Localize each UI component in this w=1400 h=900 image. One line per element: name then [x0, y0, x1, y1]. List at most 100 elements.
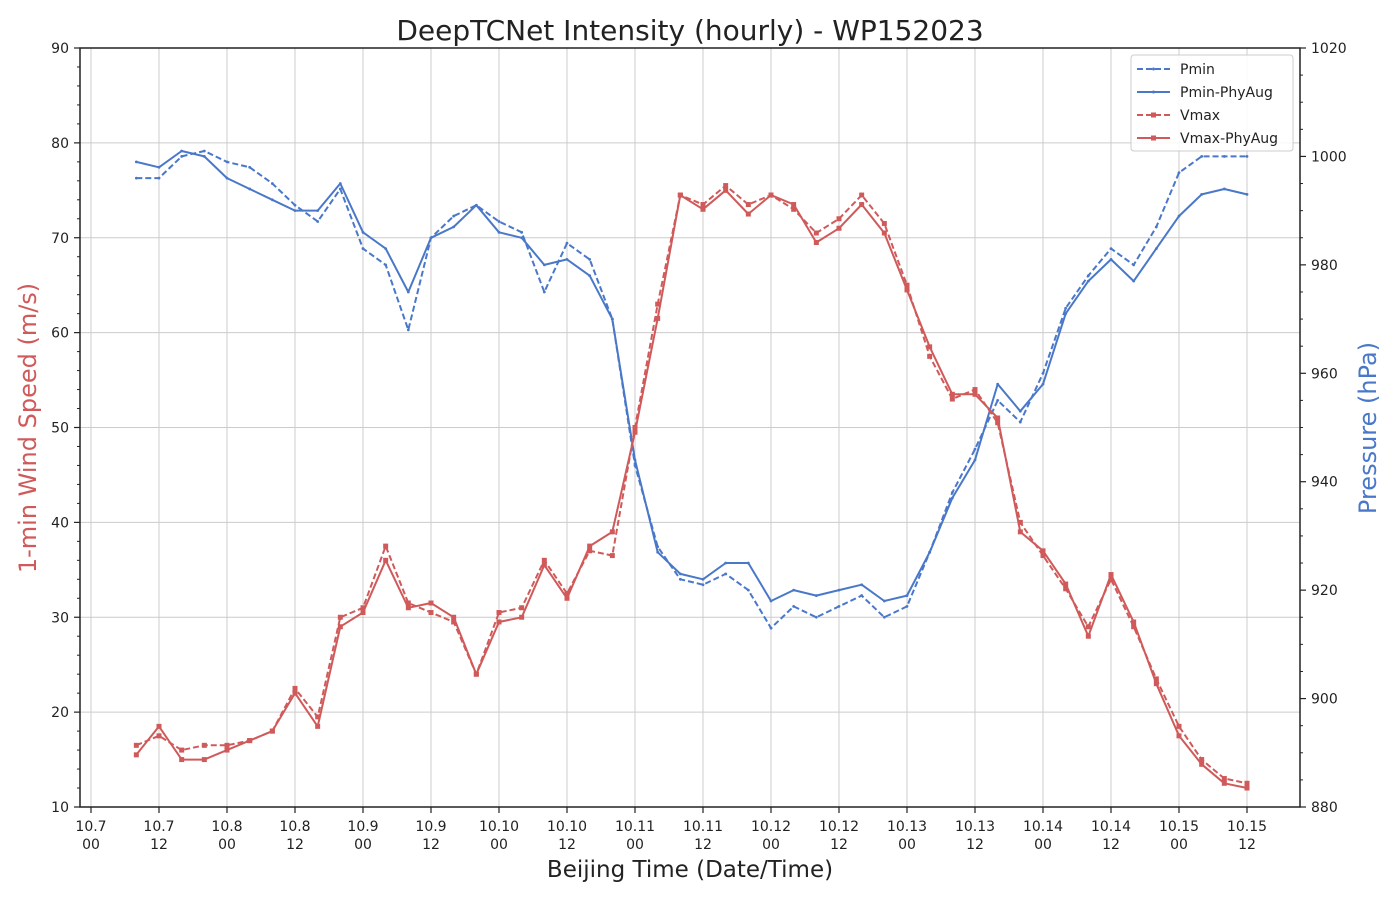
- data-point: [1086, 279, 1090, 283]
- data-point: [723, 187, 729, 193]
- legend-label: Vmax: [1180, 108, 1220, 124]
- x-tick-hour: 12: [150, 837, 168, 853]
- data-point: [677, 192, 683, 198]
- x-tick-hour: 12: [830, 837, 848, 853]
- x-tick-day: 10.7: [143, 819, 174, 835]
- series-vmax-phyaug: [133, 187, 1250, 791]
- data-point: [1131, 624, 1137, 630]
- data-point: [384, 263, 388, 267]
- data-point: [1244, 780, 1250, 786]
- data-point: [927, 353, 933, 359]
- data-point: [859, 192, 865, 198]
- data-point: [859, 202, 865, 208]
- data-point: [724, 572, 728, 576]
- data-point: [496, 619, 502, 625]
- data-point: [1176, 723, 1182, 729]
- data-point: [542, 290, 546, 294]
- data-point: [723, 183, 729, 189]
- data-point: [1085, 624, 1091, 630]
- data-point: [700, 206, 706, 212]
- data-point: [542, 263, 546, 267]
- data-point: [1041, 371, 1045, 375]
- data-point: [1176, 733, 1182, 739]
- data-point: [293, 203, 297, 207]
- data-point: [1222, 155, 1226, 158]
- left-tick-label: 90: [51, 41, 69, 57]
- x-tick-hour: 12: [966, 837, 984, 853]
- data-point: [541, 562, 547, 568]
- data-point: [361, 247, 365, 250]
- x-tick-day: 10.8: [211, 819, 242, 835]
- series-line: [136, 150, 1248, 602]
- data-point: [1221, 776, 1227, 782]
- data-point: [791, 202, 797, 208]
- right-axis-label: Pressure (hPa): [1354, 342, 1382, 514]
- data-point: [180, 155, 184, 158]
- series-vmax: [133, 183, 1250, 786]
- data-point: [1177, 214, 1181, 218]
- data-point: [225, 176, 229, 180]
- data-point: [156, 723, 162, 729]
- x-tick-hour: 00: [1034, 837, 1052, 853]
- data-point: [860, 594, 864, 597]
- data-point: [1108, 576, 1114, 582]
- series-line: [135, 184, 1248, 785]
- data-point: [179, 747, 185, 753]
- legend-entry: Vmax: [1137, 108, 1220, 124]
- data-point: [361, 230, 365, 234]
- x-tick-hour: 00: [218, 837, 236, 853]
- data-point: [881, 221, 887, 227]
- data-point: [904, 287, 910, 293]
- data-point: [452, 225, 456, 229]
- right-tick-label: 880: [1311, 800, 1338, 816]
- right-tick-label: 960: [1311, 366, 1338, 382]
- data-point: [588, 274, 592, 278]
- data-point: [519, 614, 525, 620]
- data-point: [996, 382, 1000, 386]
- data-point: [270, 198, 274, 202]
- x-tick-day: 10.13: [955, 819, 995, 835]
- left-tick-label: 30: [51, 610, 69, 626]
- data-point: [1040, 548, 1046, 554]
- data-point: [428, 600, 434, 606]
- data-point: [338, 182, 342, 185]
- left-tick-label: 10: [51, 800, 69, 816]
- data-point: [927, 344, 933, 350]
- data-point: [1108, 572, 1114, 578]
- data-point: [451, 619, 457, 625]
- x-tick-day: 10.8: [279, 819, 310, 835]
- data-point: [133, 752, 139, 758]
- data-point: [428, 610, 434, 616]
- data-point: [179, 757, 185, 763]
- data-point: [972, 387, 978, 393]
- legend-label: Pmin-PhyAug: [1180, 85, 1273, 101]
- data-point: [996, 398, 1000, 402]
- data-point: [269, 728, 275, 734]
- data-point: [814, 594, 818, 597]
- data-point: [655, 301, 661, 307]
- x-tick-hour: 12: [422, 837, 440, 853]
- x-tick-day: 10.9: [415, 819, 446, 835]
- data-point: [655, 315, 661, 321]
- data-point: [316, 220, 320, 223]
- data-point: [224, 742, 230, 748]
- legend-marker: [1152, 67, 1155, 71]
- data-point: [316, 209, 320, 213]
- data-point: [1244, 785, 1250, 791]
- data-point: [1200, 155, 1204, 158]
- data-point: [360, 610, 366, 616]
- data-point: [724, 561, 728, 565]
- data-point: [565, 258, 569, 261]
- data-point: [678, 577, 682, 581]
- x-tick-hour: 00: [1170, 837, 1188, 853]
- x-tick-day: 10.15: [1159, 819, 1199, 835]
- data-point: [678, 572, 682, 576]
- data-point: [202, 149, 206, 153]
- data-point: [587, 543, 593, 549]
- data-point: [541, 557, 547, 563]
- x-tick-hour: 00: [626, 837, 644, 853]
- left-tick-label: 40: [51, 515, 69, 531]
- data-point: [1064, 306, 1068, 310]
- ticks: 1020304050607080908809009209409609801000…: [51, 41, 1346, 853]
- data-point: [429, 236, 433, 240]
